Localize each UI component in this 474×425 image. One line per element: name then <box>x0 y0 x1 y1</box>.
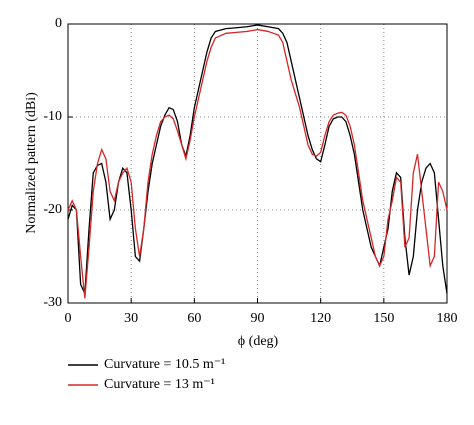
y-axis-label: Normalized pattern (dBi) <box>24 92 39 234</box>
x-axis-label: ϕ (deg) <box>238 334 279 349</box>
y-tick-label: -30 <box>43 295 62 310</box>
x-tick-label: 120 <box>310 311 331 326</box>
y-tick-label: -10 <box>43 109 62 124</box>
x-tick-label: 180 <box>437 311 458 326</box>
plot-frame <box>67 23 448 304</box>
x-tick-label: 30 <box>124 311 138 326</box>
legend-label: Curvature = 13 m⁻¹ <box>104 377 215 392</box>
legend-label: Curvature = 10.5 m⁻¹ <box>104 357 225 372</box>
x-tick-label: 150 <box>373 311 394 326</box>
x-tick-label: 0 <box>65 311 72 326</box>
x-tick-label: 90 <box>251 311 265 326</box>
y-tick-label: -20 <box>43 202 62 217</box>
data-line <box>67 28 448 299</box>
y-tick-label: 0 <box>55 16 62 31</box>
data-line <box>67 24 448 294</box>
x-tick-label: 60 <box>187 311 201 326</box>
